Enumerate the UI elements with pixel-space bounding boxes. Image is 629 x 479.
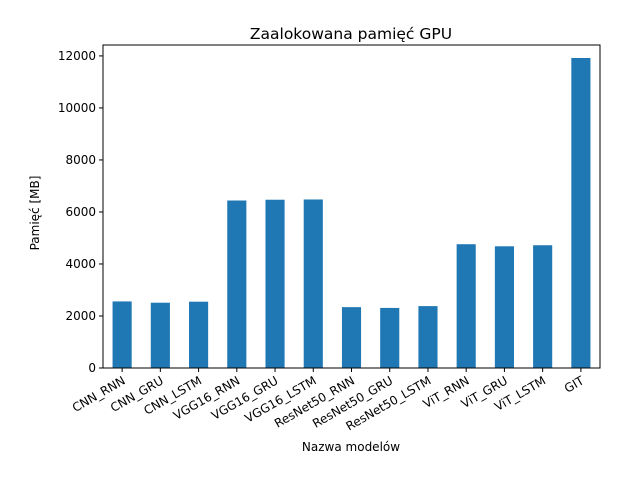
bar-resnet50-gru	[380, 307, 400, 368]
bar-resnet50-rnn	[341, 307, 362, 368]
x-axis-label: Nazwa modelów	[302, 440, 400, 454]
bars-group	[112, 58, 591, 368]
bar-cnn-lstm	[189, 301, 209, 368]
bar-vgg16-lstm	[303, 199, 323, 368]
y-tick-label: 2000	[65, 309, 96, 323]
bar-resnet50-lstm	[418, 306, 438, 368]
chart-title: Zaalokowana pamięć GPU	[250, 25, 452, 43]
bar-vit-gru	[494, 246, 514, 368]
bar-vit-rnn	[456, 244, 476, 368]
y-axis: 0 2000 4000 6000 8000 10000 12000	[58, 49, 103, 375]
bar-vgg16-rnn	[227, 200, 247, 368]
y-tick-label: 6000	[65, 205, 96, 219]
x-tick-label: GIT	[562, 373, 587, 396]
bar-vgg16-gru	[265, 199, 285, 368]
y-tick-label: 10000	[58, 101, 96, 115]
bar-cnn-rnn	[112, 301, 132, 368]
y-tick-label: 12000	[58, 49, 96, 63]
bar-cnn-gru	[150, 302, 170, 368]
y-tick-label: 4000	[65, 257, 96, 271]
plot-frame	[102, 44, 601, 369]
bar-vit-lstm	[533, 245, 553, 368]
y-tick-label: 0	[88, 361, 96, 375]
x-axis: CNN_RNNCNN_GRUCNN_LSTMVGG16_RNNVGG16_GRU…	[70, 368, 587, 433]
y-tick-label: 8000	[65, 153, 96, 167]
y-axis-label: Pamięć [MB]	[28, 176, 42, 251]
bar-git	[571, 58, 591, 368]
